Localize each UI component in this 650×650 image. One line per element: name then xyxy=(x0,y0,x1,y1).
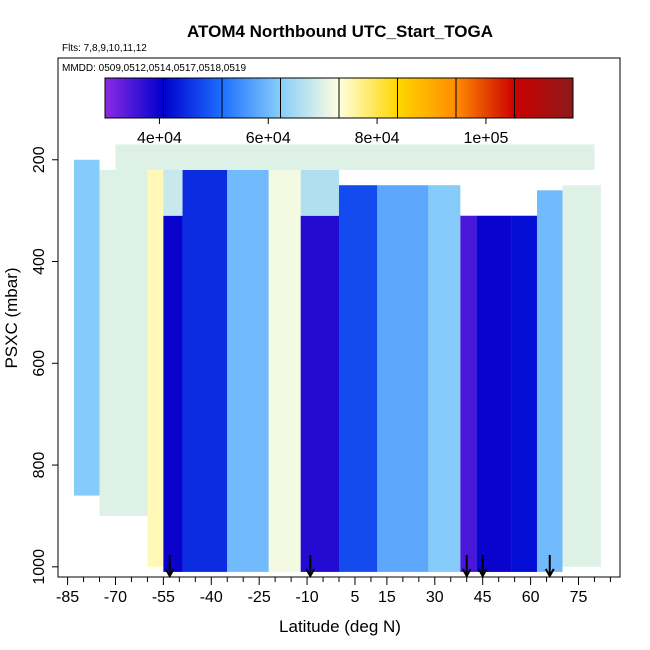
y-tick-label: 1000 xyxy=(31,549,48,585)
flight-marker-arrow-head xyxy=(305,568,316,579)
x-tick-label: -55 xyxy=(152,589,175,606)
y-tick-label: 800 xyxy=(31,452,48,479)
x-tick-label: -40 xyxy=(200,589,223,606)
x-tick-label: 15 xyxy=(378,589,396,606)
heatmap-cell xyxy=(339,185,378,572)
x-tick-label: 45 xyxy=(474,589,492,606)
colorbar-tick-label: 8e+04 xyxy=(355,130,400,147)
colorbar-tick-label: 4e+04 xyxy=(137,130,182,147)
x-tick-label: -85 xyxy=(56,589,79,606)
y-tick-label: 400 xyxy=(31,248,48,275)
x-tick-label: 60 xyxy=(522,589,540,606)
heatmap-cell xyxy=(73,159,100,496)
heatmap-cell xyxy=(115,144,595,170)
colorbar-tick-label: 6e+04 xyxy=(246,130,291,147)
y-tick-label: 600 xyxy=(31,350,48,377)
heatmap-cell xyxy=(300,215,339,572)
heatmap-cell xyxy=(562,185,601,567)
flight-marker-arrow-head xyxy=(477,568,488,579)
heatmap-cell xyxy=(300,169,339,216)
x-axis-label: Latitude (deg N) xyxy=(279,617,401,636)
heatmap-cell xyxy=(460,215,477,572)
x-tick-label: -70 xyxy=(104,589,127,606)
heatmap-cell xyxy=(476,215,512,572)
heatmap-cells xyxy=(73,144,601,572)
flight-marker-arrow-head xyxy=(461,568,472,579)
y-axis-label: PSXC (mbar) xyxy=(2,267,21,368)
x-tick-label: -25 xyxy=(248,589,271,606)
x-tick-label: 5 xyxy=(351,589,360,606)
heatmap-cell xyxy=(147,169,164,567)
y-tick-label: 200 xyxy=(31,146,48,173)
heatmap-cell xyxy=(511,215,537,572)
heatmap-cell xyxy=(99,169,148,516)
colorbar-tick-label: 1e+05 xyxy=(463,130,508,147)
flight-marker-arrow-head xyxy=(544,568,555,579)
heatmap-cell xyxy=(182,169,228,572)
heatmap-cell xyxy=(163,215,183,572)
heatmap-cell xyxy=(377,185,429,572)
x-tick-label: 30 xyxy=(426,589,444,606)
chart-title: ATOM4 Northbound UTC_Start_TOGA xyxy=(187,22,493,41)
x-tick-label: 75 xyxy=(570,589,588,606)
x-tick-label: -10 xyxy=(296,589,319,606)
heatmap-cell xyxy=(227,169,269,572)
heatmap-cell xyxy=(428,185,461,572)
dates-label: MMDD: 0509,0512,0514,0517,0518,0519 xyxy=(62,63,246,74)
flights-label: Flts: 7,8,9,10,11,12 xyxy=(62,43,147,54)
heatmap-cell xyxy=(268,169,301,572)
flight-marker-arrow-head xyxy=(164,568,175,579)
heatmap-cell xyxy=(163,169,183,216)
heatmap-cell xyxy=(536,190,563,572)
